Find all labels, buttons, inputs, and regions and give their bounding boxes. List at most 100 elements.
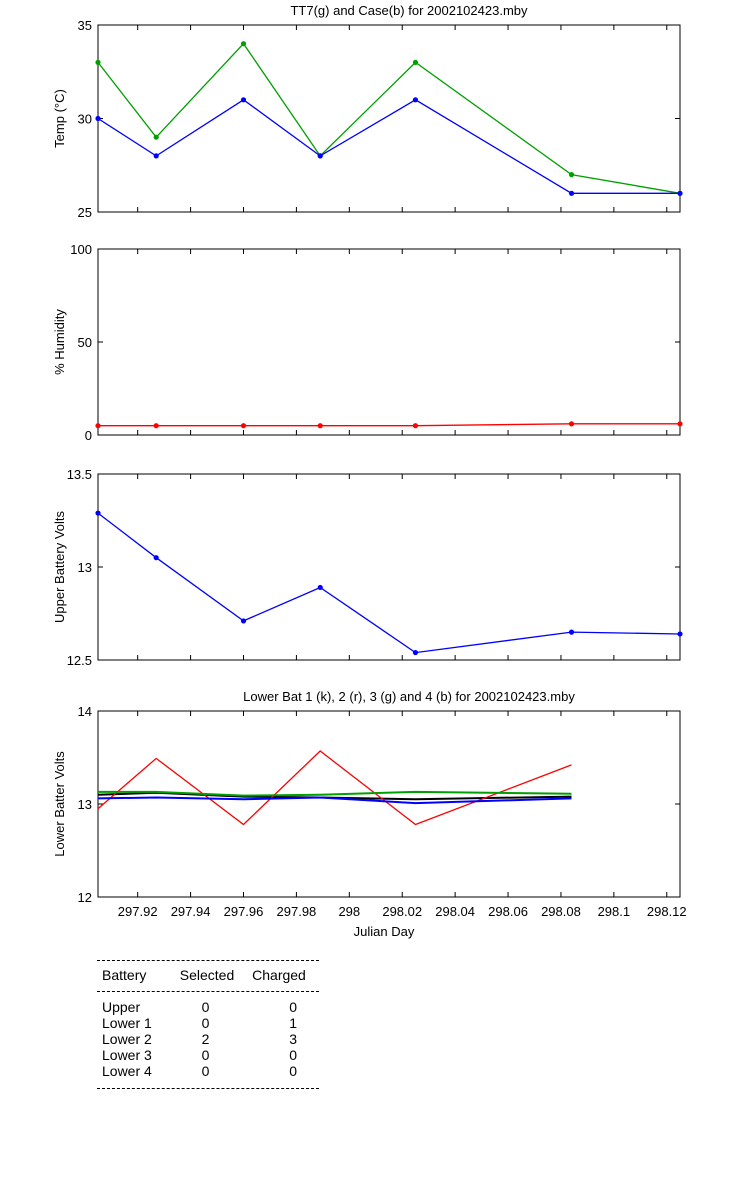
x-tick-label: 298.1 [598,904,631,919]
cell-charged: 0 [289,1047,297,1063]
cell-charged: 0 [289,999,297,1015]
table-mid-rule [97,991,319,992]
chart-title: Lower Bat 1 (k), 2 (r), 3 (g) and 4 (b) … [243,689,575,704]
table-body: Upper 0 0 Lower 1 0 1 Lower 2 2 3 Lower … [97,992,319,1088]
table-row: Lower 4 0 0 [97,1063,319,1079]
table-row: Lower 1 0 1 [97,1015,319,1031]
y-tick-label: 35 [78,18,92,33]
data-point [240,423,247,429]
data-point [568,421,575,427]
data-point [95,59,101,65]
table-row: Lower 2 2 3 [97,1031,319,1047]
data-point [153,423,159,429]
data-point [568,629,575,635]
table-row: Upper 0 0 [97,999,319,1015]
y-tick-label: 0 [85,428,92,443]
cell-selected: 0 [201,1047,210,1063]
cell-battery: Upper [102,999,141,1015]
data-point [412,97,419,103]
cell-selected: 0 [201,1015,210,1031]
chart-panel-1 [95,24,683,213]
chart-panel-3 [95,473,683,661]
header-battery: Battery [102,967,147,983]
x-tick-label: 298.06 [488,904,528,919]
y-axis-label: Lower Batter Volts [52,751,67,857]
data-point [153,555,159,561]
cell-battery: Lower 1 [102,1015,152,1031]
cell-selected: 2 [201,1031,210,1047]
x-tick-label: 297.96 [224,904,264,919]
cell-charged: 1 [289,1015,297,1031]
cell-selected: 0 [201,999,210,1015]
series-line-2 [97,99,680,194]
series-line-4 [97,796,572,805]
x-tick-label: 297.94 [171,904,211,919]
header-charged: Charged [252,967,306,983]
table-header: Battery Selected Charged [97,961,319,991]
x-tick-label: 298.04 [435,904,475,919]
data-point [240,41,247,47]
table-row: Lower 3 0 0 [97,1047,319,1063]
cell-battery: Lower 3 [102,1047,152,1063]
series-line-2 [97,750,572,826]
data-point [568,172,575,178]
y-axis-label: Upper Battery Volts [52,511,67,623]
data-point [95,115,101,122]
x-tick-label: 298.08 [541,904,581,919]
data-point [240,97,247,103]
series-line-1 [97,791,572,801]
y-axis-label: % Humidity [52,309,67,375]
y-tick-label: 30 [78,112,92,127]
y-tick-label: 13 [78,560,92,575]
data-point [317,423,323,429]
plot-frame [97,248,681,436]
cell-selected: 0 [201,1063,210,1079]
chart-panel-2 [95,248,683,436]
series-line-1 [97,512,681,654]
data-point [153,134,159,140]
y-tick-label: 13.5 [67,467,92,482]
series-line-1 [98,423,680,427]
x-tick-label: 297.92 [118,904,158,919]
data-point [677,190,683,196]
y-tick-label: 25 [78,205,92,220]
data-point [95,510,101,516]
battery-table: Battery Selected Charged Upper 0 0 Lower… [97,960,319,1089]
data-point [317,584,323,591]
header-selected: Selected [179,967,235,983]
data-point [317,153,323,159]
chart-panel-4 [97,710,681,898]
series-line-3 [98,790,572,797]
data-point [412,59,419,65]
table-bottom-rule [97,1088,319,1089]
plot-frame [97,24,681,213]
y-tick-label: 14 [78,704,92,719]
data-point [677,421,683,427]
cell-charged: 0 [289,1063,297,1079]
y-tick-label: 50 [78,335,92,350]
data-point [677,631,683,637]
x-tick-label: 297.98 [277,904,317,919]
cell-battery: Lower 2 [102,1031,152,1047]
x-tick-label: 298 [338,904,360,919]
chart-title: TT7(g) and Case(b) for 2002102423.mby [290,3,528,18]
x-tick-label: 298.02 [382,904,422,919]
table-top-rule [97,960,319,961]
data-point [412,423,419,429]
x-axis-label: Julian Day [354,924,415,939]
data-point [568,190,575,196]
series-line-1 [97,42,681,194]
y-tick-label: 100 [70,242,92,257]
data-point [95,423,101,429]
cell-battery: Lower 4 [102,1063,152,1079]
figure: 25 30 35 TT7(g) and Case(b) for 2002102423.… [52,3,687,939]
cell-charged: 3 [289,1031,297,1047]
y-tick-label: 12.5 [67,653,92,668]
data-point [153,153,159,159]
data-point [240,618,247,624]
x-tick-label: 298.12 [647,904,687,919]
y-axis-label: Temp (°C) [52,89,67,148]
y-tick-label: 12 [78,890,92,905]
y-tick-label: 13 [78,797,92,812]
data-point [412,649,419,656]
